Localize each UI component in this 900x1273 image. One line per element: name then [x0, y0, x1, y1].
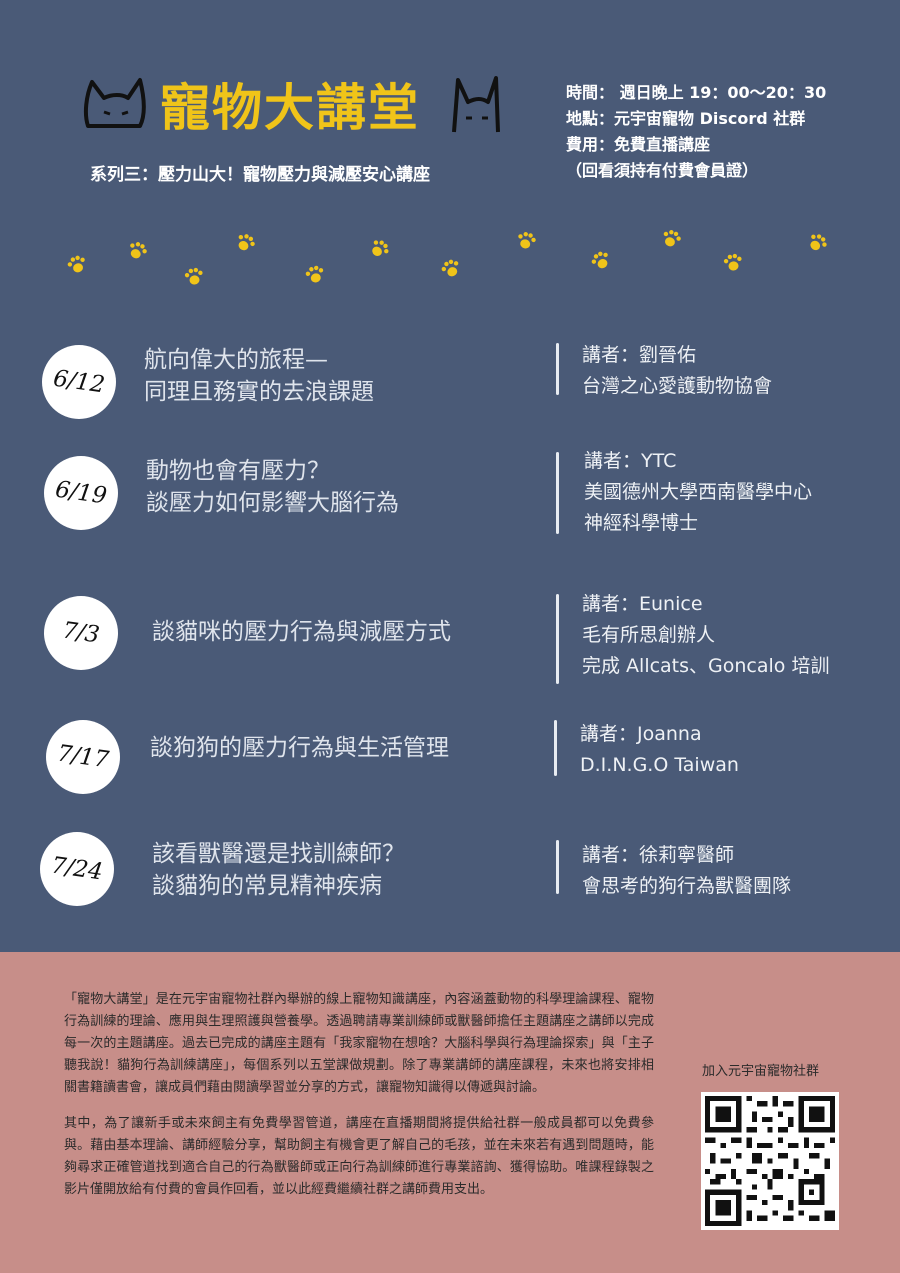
session-date: 6/19 — [53, 476, 109, 510]
description-paragraph: 「寵物大講堂」是在元宇宙寵物社群內舉辦的線上寵物知識講座，內容涵蓋動物的科學理論… — [64, 992, 654, 1095]
paw-icon — [810, 234, 827, 251]
date-badge: 6/19 — [44, 456, 118, 530]
speaker-line: 講者：YTC — [584, 450, 677, 472]
speaker-line: D.I.N.G.O Taiwan — [580, 754, 739, 776]
divider — [556, 452, 559, 534]
session-topic: 該看獸醫還是找訓練師？ 談貓狗的常見精神疾病 — [152, 838, 405, 902]
speaker-line: 台灣之心愛護動物協會 — [582, 375, 773, 397]
speaker-line: 講者：劉晉佑 — [582, 344, 697, 366]
speaker-line: 講者：Eunice — [582, 593, 703, 615]
paw-icon — [67, 255, 85, 273]
cat-face-left-icon — [83, 78, 146, 128]
divider — [556, 840, 559, 894]
session-speaker: 講者：徐莉寧醫師 會思考的狗行為獸醫團隊 — [582, 840, 791, 902]
topic-line: 該看獸醫還是找訓練師？ — [152, 841, 405, 867]
session-speaker: 講者：YTC 美國德州大學西南醫學中心 神經科學博士 — [584, 446, 812, 539]
session-speaker: 講者：劉晉佑 台灣之心愛護動物協會 — [582, 340, 772, 402]
top-panel — [0, 0, 900, 952]
date-badge: 7/17 — [46, 720, 120, 794]
topic-line: 談壓力如何影響大腦行為 — [146, 490, 399, 516]
speaker-line: 會思考的狗行為獸醫團隊 — [582, 875, 792, 897]
topic-line: 動物也會有壓力？ — [146, 458, 330, 484]
session-topic: 談狗狗的壓力行為與生活管理 — [150, 732, 449, 764]
event-info: 時間： 週日晚上 19：00～20：30 地點：元宇宙寵物 Discord 社群… — [566, 80, 826, 184]
paw-icon — [130, 242, 147, 259]
qr-label: 加入元宇宙寵物社群 — [702, 1064, 820, 1079]
session-topic: 談貓咪的壓力行為與減壓方式 — [152, 616, 451, 648]
description: 「寵物大講堂」是在元宇宙寵物社群內舉辦的線上寵物知識講座，內容涵蓋動物的科學理論… — [64, 989, 654, 1215]
topic-line: 航向偉大的旅程— — [144, 347, 328, 373]
paw-icon — [238, 234, 255, 251]
session-date: 6/12 — [51, 365, 107, 399]
speaker-line: 美國德州大學西南醫學中心 — [584, 481, 813, 503]
date-badge: 7/24 — [40, 832, 114, 906]
paw-icon — [372, 240, 389, 257]
title-block: 寵物大講堂 — [82, 66, 502, 142]
session-date: 7/3 — [60, 617, 102, 649]
speaker-line: 講者：Joanna — [580, 723, 702, 745]
info-note: （回看須持有付費會員證） — [566, 161, 759, 180]
topic-line: 同理且務實的去浪課題 — [144, 379, 374, 405]
speaker-line: 講者：徐莉寧醫師 — [582, 844, 735, 866]
cat-face-right-icon — [452, 76, 500, 133]
divider — [554, 720, 557, 776]
description-paragraph: 其中，為了讓新手或未來飼主有免費學習管道，講座在直播期間將提供給社群一般成員都可… — [64, 1116, 654, 1197]
date-badge: 6/12 — [42, 345, 116, 419]
paw-icon — [441, 259, 459, 277]
topic-line: 談狗狗的壓力行為與生活管理 — [150, 735, 449, 761]
session-speaker: 講者：Eunice 毛有所思創辦人 完成 Allcats、Goncalo 培訓 — [582, 589, 829, 682]
qr-code-icon — [705, 1096, 835, 1226]
speaker-line: 完成 Allcats、Goncalo 培訓 — [582, 655, 830, 677]
session-date: 7/24 — [49, 852, 105, 886]
paw-icon — [184, 267, 203, 285]
session-topic: 航向偉大的旅程— 同理且務實的去浪課題 — [144, 344, 374, 408]
session-topic: 動物也會有壓力？ 談壓力如何影響大腦行為 — [146, 455, 399, 519]
info-place: 地點：元宇宙寵物 Discord 社群 — [566, 109, 806, 128]
session-date: 7/17 — [55, 740, 111, 774]
topic-line: 談貓咪的壓力行為與減壓方式 — [152, 619, 451, 645]
date-badge: 7/3 — [44, 596, 118, 670]
qr-code[interactable] — [701, 1092, 839, 1230]
divider — [556, 343, 559, 395]
speaker-line: 毛有所思創辦人 — [582, 624, 716, 646]
series-subtitle: 系列三：壓力山大！寵物壓力與減壓安心講座 — [90, 165, 430, 185]
speaker-line: 神經科學博士 — [584, 512, 699, 534]
page-title: 寵物大講堂 — [160, 78, 420, 137]
paw-icon — [663, 230, 681, 247]
topic-line: 談貓狗的常見精神疾病 — [152, 873, 382, 899]
paw-prints-row — [0, 220, 900, 290]
info-time: 時間： 週日晚上 19：00～20：30 — [566, 83, 827, 102]
divider — [556, 594, 559, 684]
paw-icon — [591, 251, 608, 269]
paw-icon — [305, 265, 324, 283]
paw-icon — [723, 253, 742, 271]
session-speaker: 講者：Joanna D.I.N.G.O Taiwan — [580, 719, 739, 781]
paw-icon — [518, 232, 536, 249]
info-fee: 費用：免費直播講座 — [566, 135, 711, 154]
